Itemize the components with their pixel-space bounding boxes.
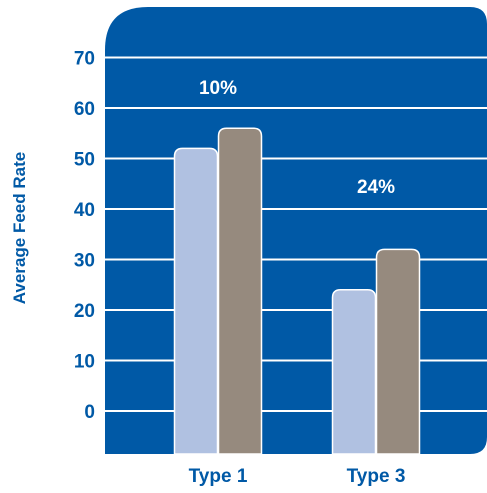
category-label-type-1: Type 1: [189, 466, 248, 487]
y-tick-label-0: 0: [84, 402, 95, 423]
annotation-type-3: 24%: [357, 177, 395, 198]
y-tick-label-40: 40: [74, 200, 95, 221]
category-label-type-3: Type 3: [347, 466, 406, 487]
y-tick-label-60: 60: [74, 99, 95, 120]
bar-type-1-light: [173, 147, 219, 455]
y-tick-label-50: 50: [74, 150, 95, 171]
y-axis-title: Average Feed Rate: [10, 152, 29, 304]
y-tick-label-20: 20: [74, 301, 95, 322]
bar-type-3-dark: [375, 248, 421, 455]
bar-type-3-light: [331, 289, 377, 455]
bar-type-1-dark: [217, 127, 263, 455]
y-tick-label-70: 70: [74, 49, 95, 70]
y-tick-label-10: 10: [74, 352, 95, 373]
bar-annotations: 10% 24%: [199, 78, 395, 198]
chart-panel: [105, 7, 487, 454]
y-tick-label-30: 30: [74, 251, 95, 272]
bars: [173, 127, 421, 455]
annotation-type-1: 10%: [199, 78, 237, 99]
gridlines: [105, 56, 487, 412]
x-category-labels: Type 1 Type 3: [189, 466, 406, 487]
y-tick-labels: 0 10 20 30 40 50 60 70: [74, 49, 95, 424]
